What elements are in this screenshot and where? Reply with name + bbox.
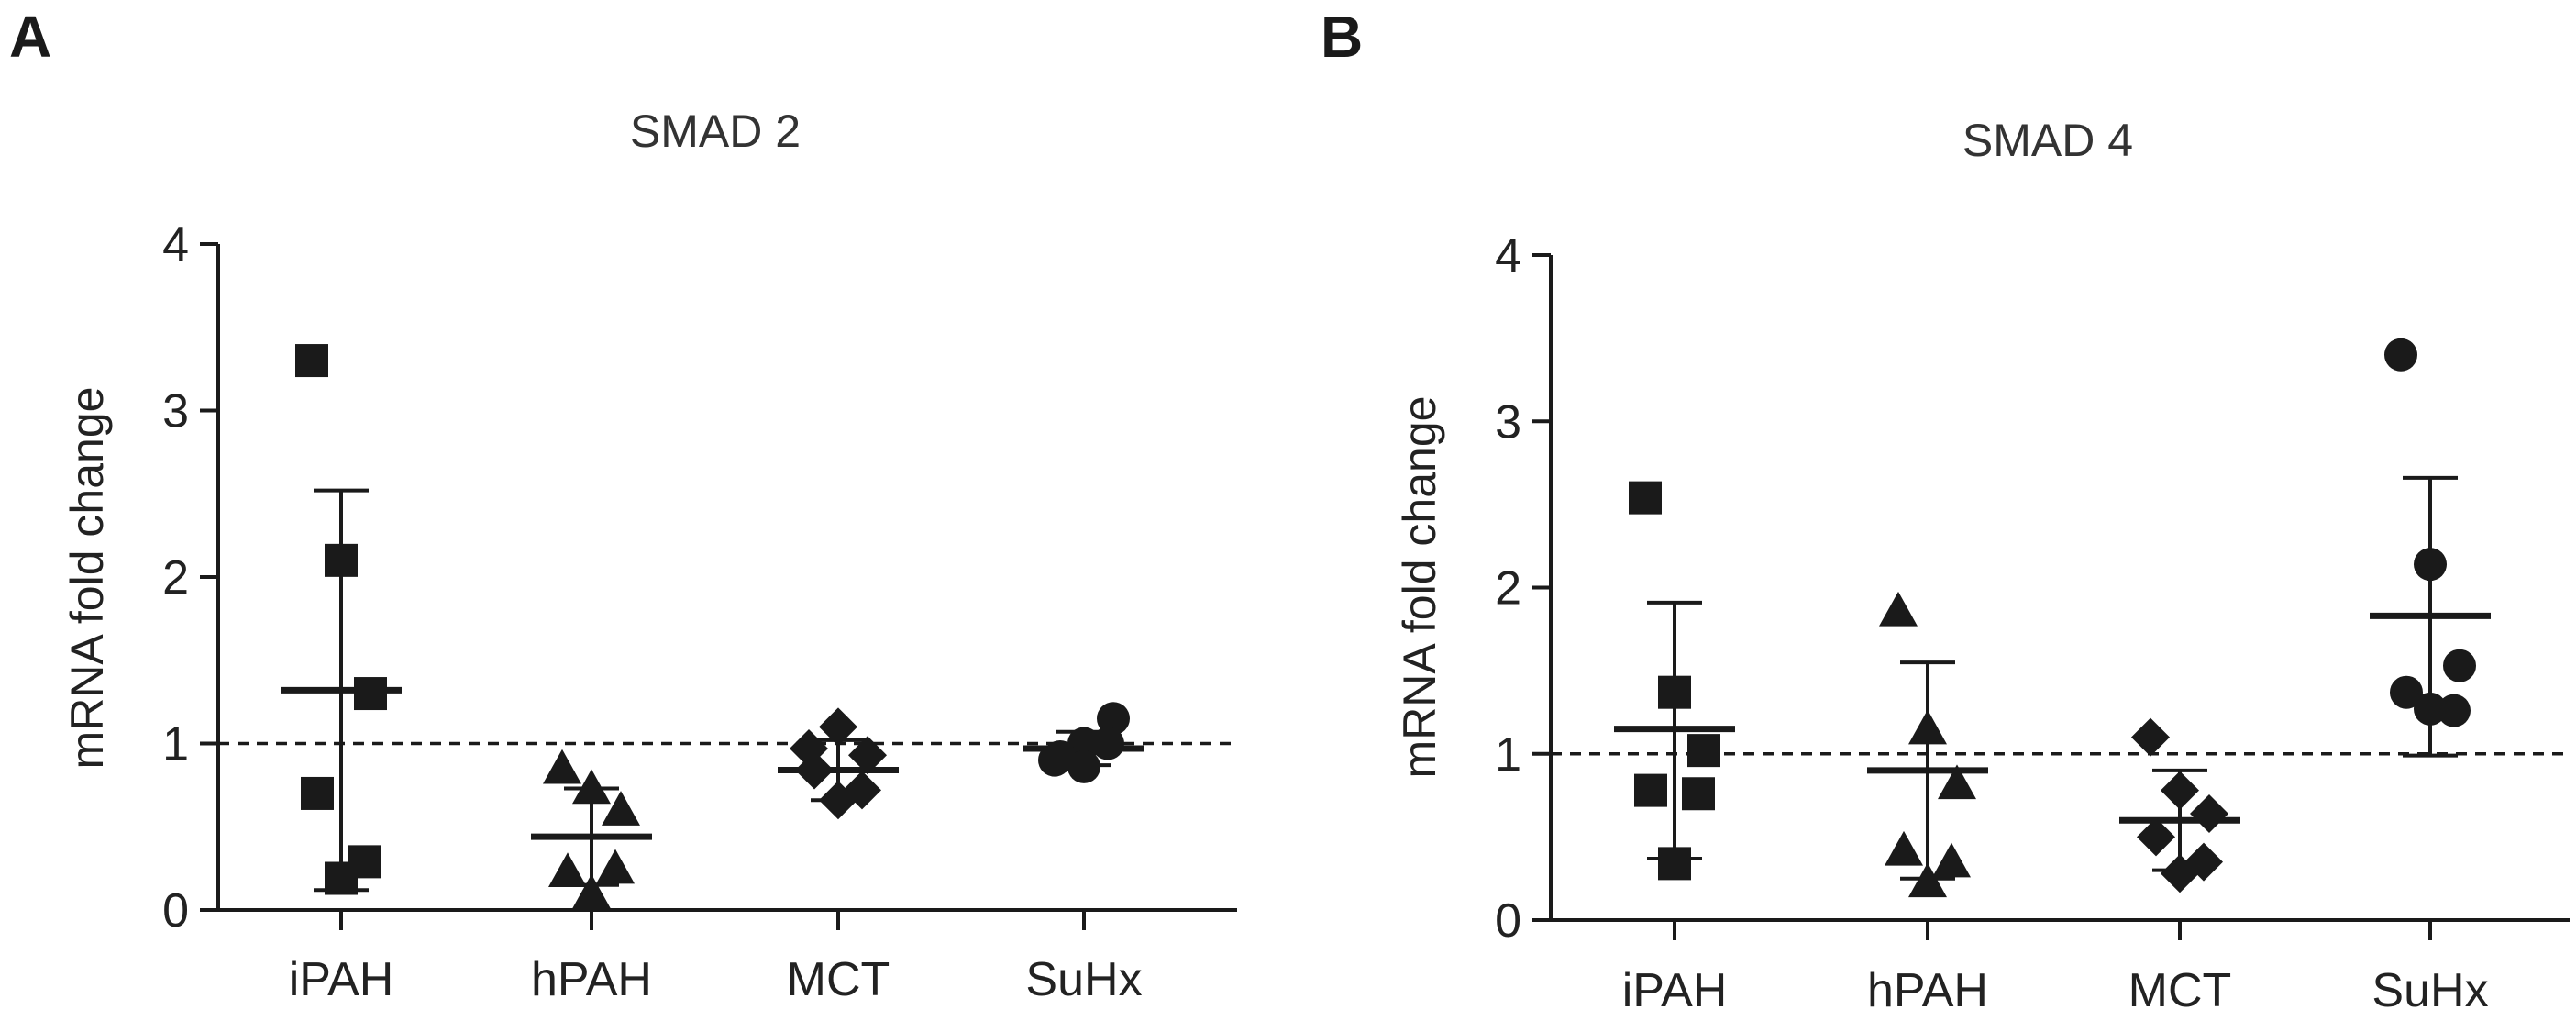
data-point-diamond	[819, 707, 857, 747]
data-point-circle	[2414, 692, 2447, 726]
y-tick-label: 1	[162, 718, 189, 771]
y-tick-label: 4	[162, 218, 189, 272]
data-point-triangle	[548, 852, 587, 888]
x-tick-label: MCT	[2128, 964, 2232, 1017]
data-point-diamond	[2137, 817, 2175, 857]
y-tick-label: 4	[1495, 229, 1521, 283]
x-tick-label: SuHx	[1025, 953, 1142, 1006]
data-point-triangle	[602, 791, 640, 826]
y-tick-label: 0	[1495, 894, 1521, 948]
data-point-square	[1687, 734, 1720, 768]
chart-title: SMAD 2	[630, 105, 801, 157]
y-axis-label: mRNA fold change	[61, 387, 113, 770]
y-tick-label: 1	[1495, 728, 1521, 782]
data-point-diamond	[795, 750, 834, 790]
plot-area: 0 1 2 3 4 iPAH hPAH MCT SuHx	[162, 218, 1237, 1006]
data-point-triangle	[1938, 764, 1976, 800]
data-point-triangle	[1908, 709, 1947, 745]
data-point-diamond	[2161, 854, 2199, 893]
y-axis-label: mRNA fold change	[1394, 396, 1445, 779]
data-point-circle	[2390, 675, 2423, 709]
data-point-square	[354, 677, 387, 711]
data-point-triangle	[1908, 862, 1947, 898]
panel-a: A SMAD 2 mRNA fold change 0 1 2 3 4 iPAH hPAH M…	[9, 4, 1237, 1006]
data-point-square	[301, 776, 334, 810]
data-point-square	[1682, 777, 1715, 811]
x-tick-label: iPAH	[1622, 964, 1728, 1017]
data-point-square	[325, 861, 358, 895]
y-tick-label: 0	[162, 884, 189, 938]
data-point-circle	[1091, 727, 1124, 760]
x-tick-label: iPAH	[289, 953, 394, 1006]
data-point-diamond	[848, 736, 887, 775]
data-point-circle	[1097, 702, 1130, 736]
data-point-circle	[2384, 338, 2417, 372]
data-point-triangle	[1885, 830, 1923, 866]
data-point-triangle	[543, 749, 581, 784]
panel-b: B SMAD 4 mRNA fold change 0 1 2 3 4 iPAH hPAH M…	[1321, 4, 2570, 1017]
plot-area: 0 1 2 3 4 iPAH hPAH MCT SuHx	[1495, 229, 2570, 1017]
panel-letter: A	[9, 4, 51, 70]
data-point-triangle	[1932, 842, 1971, 878]
x-tick-label: hPAH	[531, 953, 652, 1006]
data-point-circle	[2414, 548, 2447, 582]
data-point-triangle	[572, 769, 611, 805]
data-point-square	[1629, 481, 1662, 515]
x-tick-label: hPAH	[1867, 964, 1988, 1017]
data-point-circle	[1067, 749, 1100, 783]
y-tick-label: 3	[1495, 395, 1521, 449]
data-point-diamond	[819, 781, 857, 820]
chart-title: SMAD 4	[1962, 115, 2133, 166]
data-point-diamond	[2161, 771, 2199, 810]
y-tick-label: 2	[1495, 562, 1521, 616]
data-point-square	[295, 344, 328, 378]
y-tick-label: 2	[162, 551, 189, 605]
data-point-diamond	[2131, 717, 2170, 757]
data-point-square	[325, 543, 358, 577]
data-point-circle	[2443, 649, 2476, 682]
data-point-triangle	[572, 873, 611, 909]
data-point-diamond	[2190, 794, 2228, 833]
y-tick-label: 3	[162, 385, 189, 438]
data-point-square	[1634, 773, 1667, 807]
panel-letter: B	[1321, 4, 1363, 70]
data-point-square	[1658, 675, 1691, 709]
data-point-circle	[2438, 694, 2471, 727]
data-point-square	[1658, 847, 1691, 881]
data-point-triangle	[596, 849, 635, 884]
x-tick-label: SuHx	[2371, 964, 2488, 1017]
x-tick-label: MCT	[787, 953, 890, 1006]
data-point-triangle	[1879, 591, 1918, 627]
